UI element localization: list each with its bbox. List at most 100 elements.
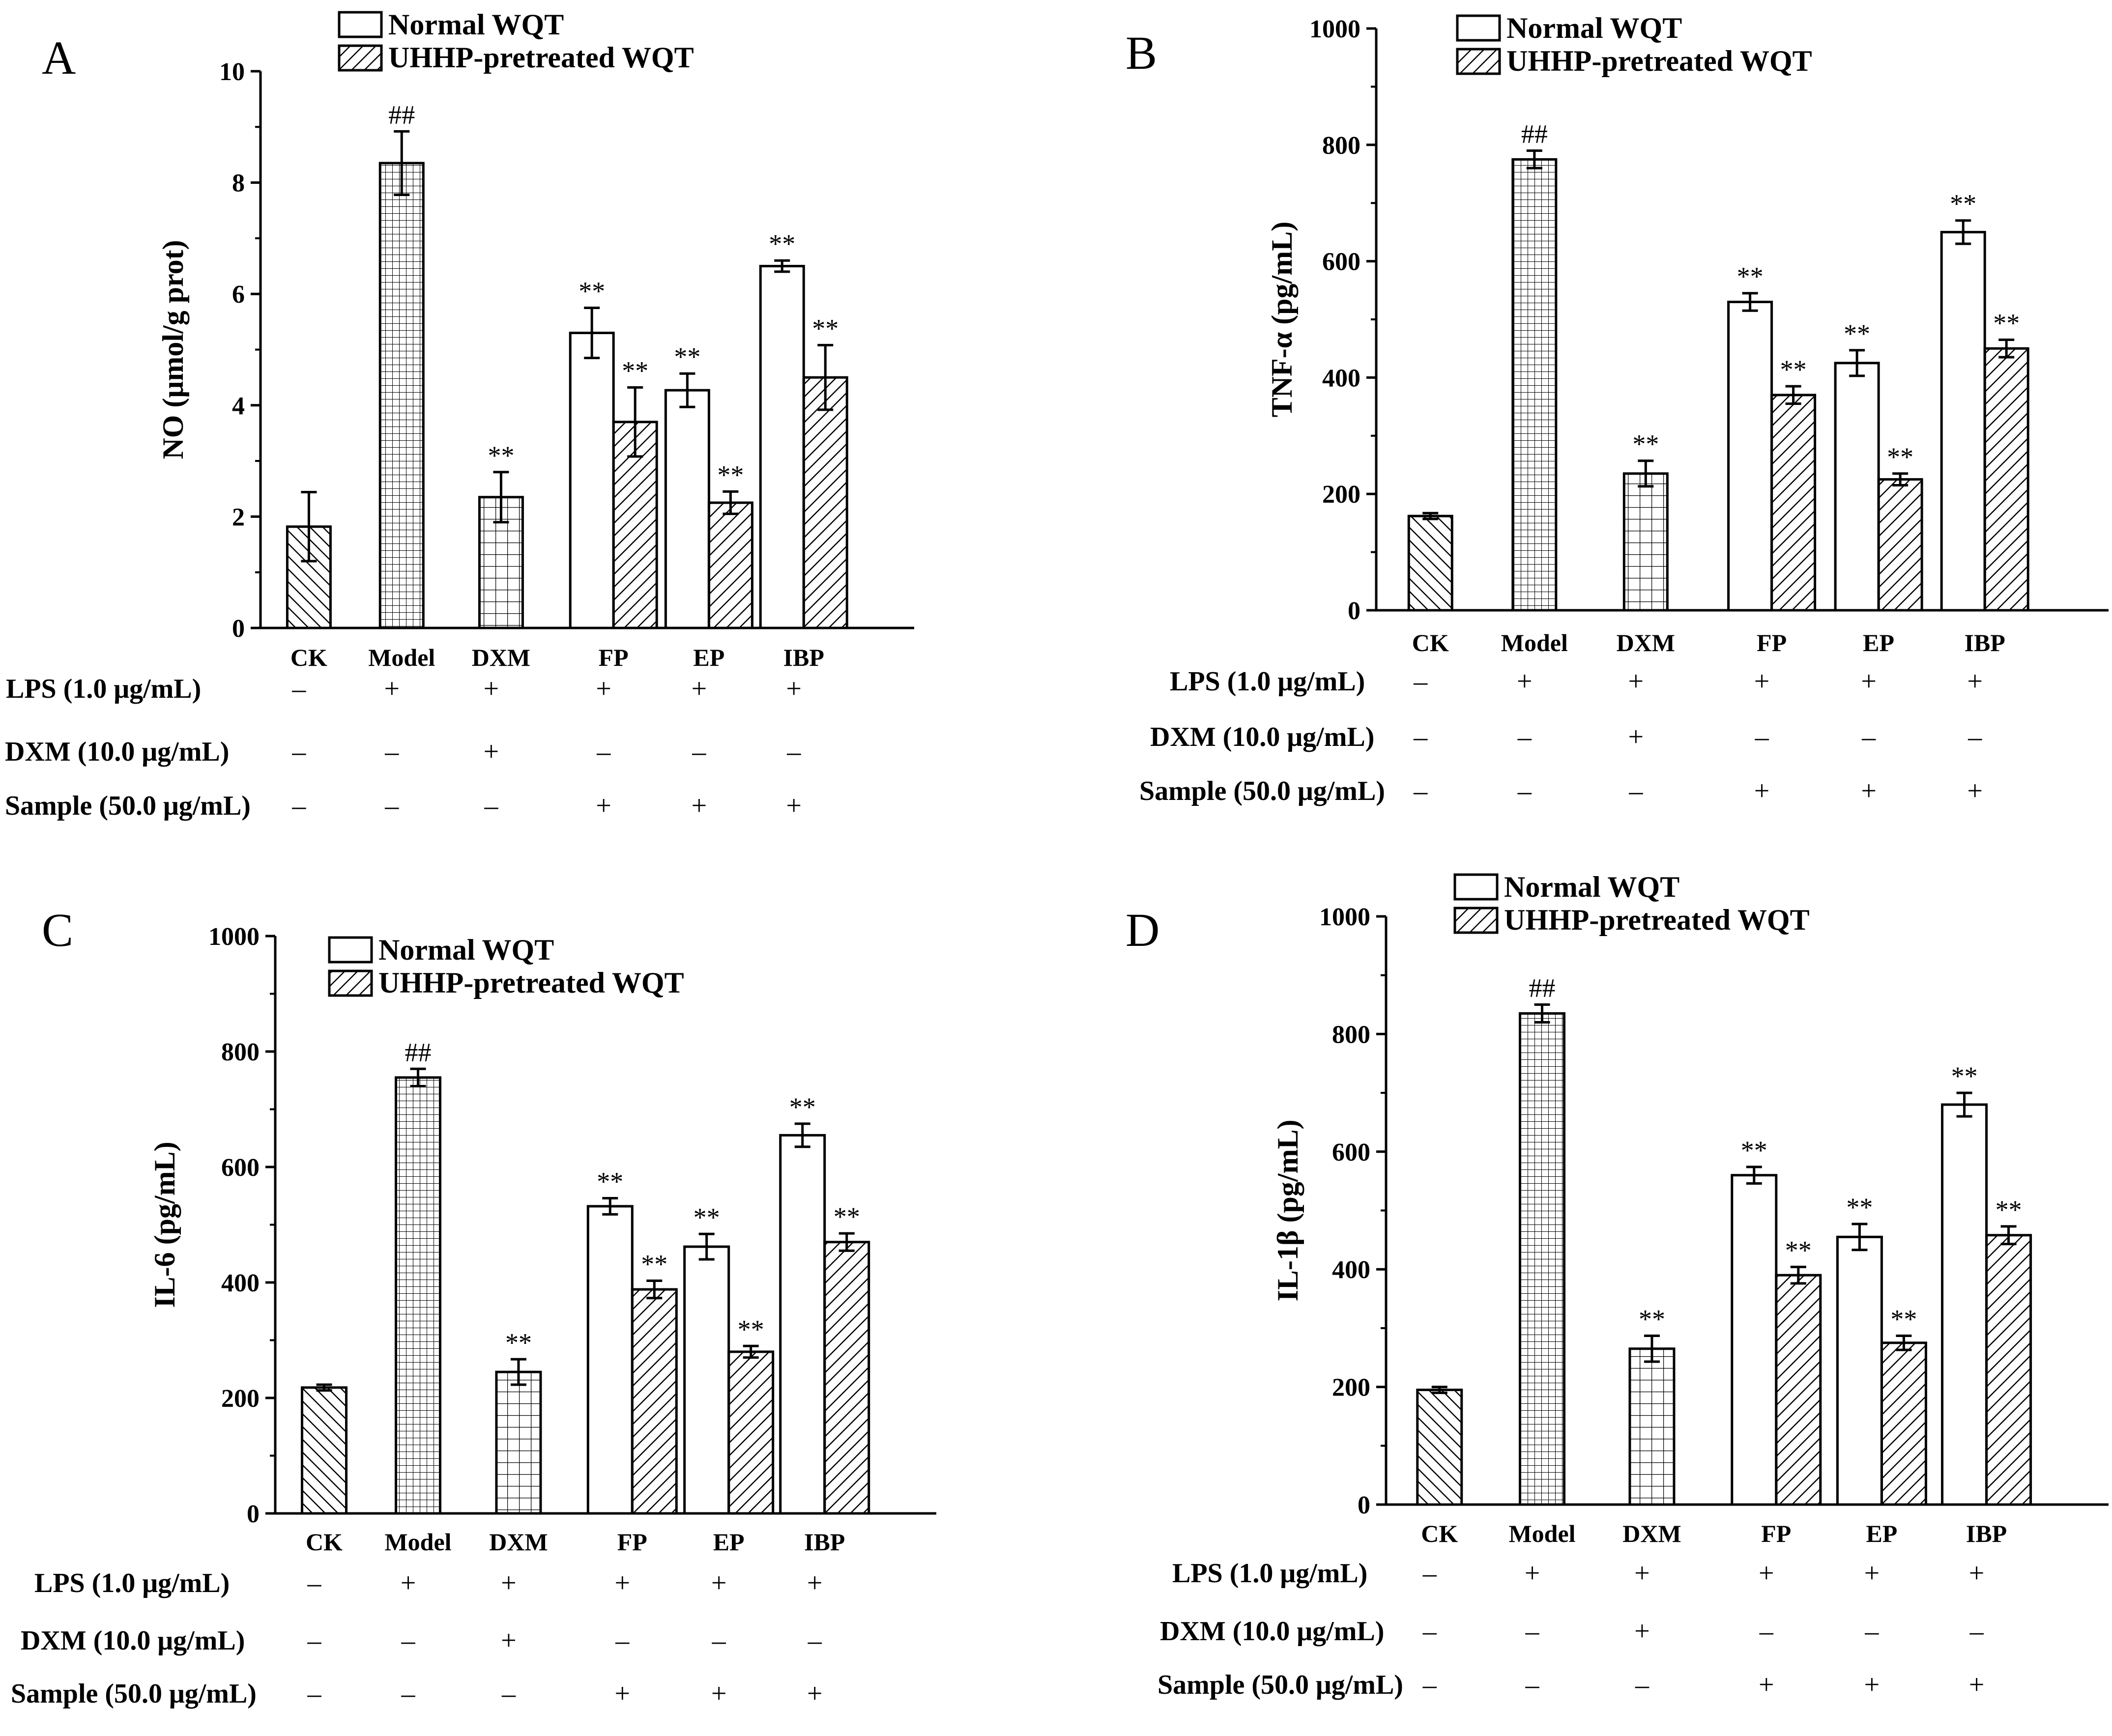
bar-model bbox=[395, 1076, 442, 1515]
y-tick-label: 10 bbox=[219, 58, 245, 86]
y-tick-label: 600 bbox=[1332, 1138, 1370, 1167]
y-tick-label: 800 bbox=[1322, 132, 1360, 160]
y-tick-label: 2 bbox=[232, 503, 245, 531]
legend-swatch-normal bbox=[338, 11, 383, 38]
significance-mark: ** bbox=[769, 229, 795, 258]
treatment-sign: + bbox=[1864, 1670, 1880, 1700]
treatment-sign: + bbox=[501, 1625, 517, 1656]
category-label-dxm: DXM bbox=[1622, 1520, 1681, 1547]
treatment-sign: + bbox=[807, 1568, 823, 1598]
treatment-sign: – bbox=[1413, 722, 1428, 752]
treatment-sign: + bbox=[711, 1568, 727, 1598]
treatment-row-label: Sample (50.0 μg/mL) bbox=[1139, 776, 1385, 806]
bar-ep bbox=[1880, 1341, 1927, 1506]
significance-mark: ** bbox=[1996, 1195, 2022, 1224]
significance-mark: ** bbox=[1741, 1136, 1767, 1165]
treatment-sign: – bbox=[291, 737, 306, 767]
bar-fp bbox=[1775, 1274, 1822, 1506]
treatment-sign: + bbox=[1517, 666, 1533, 697]
bar-fp bbox=[569, 332, 615, 629]
y-tick-label: 400 bbox=[1322, 364, 1360, 392]
significance-mark: ** bbox=[1846, 1193, 1873, 1222]
category-label-model: Model bbox=[1501, 629, 1568, 656]
treatment-sign: + bbox=[1967, 776, 1983, 806]
treatment-sign: – bbox=[384, 791, 399, 821]
significance-mark: ** bbox=[694, 1202, 720, 1232]
y-tick-label: 1000 bbox=[1309, 15, 1360, 43]
significance-mark: ** bbox=[641, 1249, 667, 1279]
treatment-sign: – bbox=[808, 1625, 822, 1656]
bar-model bbox=[1519, 1012, 1566, 1506]
significance-mark: ** bbox=[1993, 308, 2020, 338]
significance-mark: ** bbox=[488, 441, 514, 470]
legend-swatch-uhhp bbox=[1456, 48, 1501, 75]
treatment-sign: + bbox=[1861, 776, 1877, 806]
y-tick-label: 200 bbox=[1322, 481, 1360, 509]
treatment-sign: – bbox=[401, 1679, 416, 1709]
significance-mark: ** bbox=[1890, 1304, 1917, 1334]
category-label-ibp: IBP bbox=[783, 644, 824, 671]
legend-label-normal: Normal WQT bbox=[1504, 871, 1679, 903]
panel-letter: B bbox=[1126, 27, 1157, 79]
legend-label-uhhp: UHHP-pretreated WQT bbox=[1504, 904, 1810, 936]
bar-dxm bbox=[1622, 472, 1669, 612]
treatment-sign: – bbox=[1628, 776, 1643, 806]
category-label-ck: CK bbox=[306, 1528, 343, 1556]
bar-ibp bbox=[1983, 347, 2029, 612]
treatment-sign: + bbox=[1759, 1558, 1774, 1589]
bar-model bbox=[1511, 158, 1558, 612]
treatment-sign: + bbox=[711, 1679, 727, 1709]
significance-mark: ** bbox=[1737, 262, 1764, 291]
y-tick-label: 400 bbox=[221, 1269, 260, 1297]
treatment-row-label: Sample (50.0 μg/mL) bbox=[1157, 1670, 1403, 1700]
bar-ibp bbox=[1940, 230, 1986, 612]
treatment-row-label: DXM (10.0 μg/mL) bbox=[5, 737, 229, 767]
bar-fp bbox=[631, 1288, 678, 1515]
significance-mark: ** bbox=[834, 1202, 860, 1231]
treatment-sign: – bbox=[384, 737, 399, 767]
significance-mark: ** bbox=[622, 356, 648, 386]
category-label-ep: EP bbox=[1866, 1520, 1897, 1547]
bar-ibp bbox=[823, 1241, 870, 1515]
treatment-sign: + bbox=[484, 674, 499, 704]
treatment-sign: + bbox=[615, 1568, 631, 1598]
treatment-sign: – bbox=[1635, 1670, 1649, 1700]
y-tick-label: 1000 bbox=[1319, 903, 1370, 931]
treatment-sign: – bbox=[1422, 1670, 1437, 1700]
treatment-row-label: LPS (1.0 μg/mL) bbox=[1172, 1558, 1367, 1589]
treatment-sign: + bbox=[807, 1679, 823, 1709]
treatment-row-label: DXM (10.0 μg/mL) bbox=[1160, 1616, 1384, 1647]
legend-swatch-normal bbox=[1453, 873, 1499, 901]
category-label-dxm: DXM bbox=[489, 1528, 548, 1556]
y-tick-label: 800 bbox=[221, 1038, 260, 1066]
category-label-ibp: IBP bbox=[1965, 629, 2005, 656]
treatment-row-label: LPS (1.0 μg/mL) bbox=[34, 1568, 230, 1598]
legend-label-uhhp: UHHP-pretreated WQT bbox=[1506, 45, 1812, 77]
significance-mark: ** bbox=[812, 313, 839, 343]
significance-mark: ** bbox=[789, 1092, 816, 1122]
significance-mark: ## bbox=[1521, 119, 1548, 149]
category-label-fp: FP bbox=[1761, 1520, 1791, 1547]
significance-mark: ## bbox=[1529, 973, 1556, 1003]
panel-letter: D bbox=[1126, 904, 1159, 956]
bar-ep bbox=[664, 389, 710, 629]
treatment-sign: + bbox=[596, 674, 611, 704]
significance-mark: ** bbox=[1780, 355, 1807, 384]
treatment-sign: + bbox=[1864, 1558, 1880, 1589]
treatment-sign: + bbox=[1525, 1558, 1540, 1589]
legend-label-normal: Normal WQT bbox=[378, 934, 554, 966]
legend-swatch-uhhp bbox=[1453, 907, 1499, 934]
treatment-sign: + bbox=[1969, 1558, 1985, 1589]
significance-mark: ## bbox=[405, 1037, 432, 1067]
bar-fp bbox=[1727, 300, 1773, 612]
bar-fp bbox=[1770, 394, 1817, 612]
bar-ep bbox=[727, 1350, 775, 1515]
y-tick-label: 200 bbox=[1332, 1374, 1370, 1402]
y-tick-label: 8 bbox=[232, 170, 245, 198]
treatment-sign: – bbox=[1861, 722, 1876, 752]
significance-mark: ** bbox=[1951, 1061, 1978, 1091]
bar-ck bbox=[1416, 1389, 1463, 1506]
treatment-sign: + bbox=[786, 791, 802, 821]
bar-ibp bbox=[1985, 1234, 2032, 1506]
chart-panel-d: D 0 200 400 600 800 1000 IL-1β (pg/mL) CK Model DX… bbox=[1126, 871, 2109, 1700]
